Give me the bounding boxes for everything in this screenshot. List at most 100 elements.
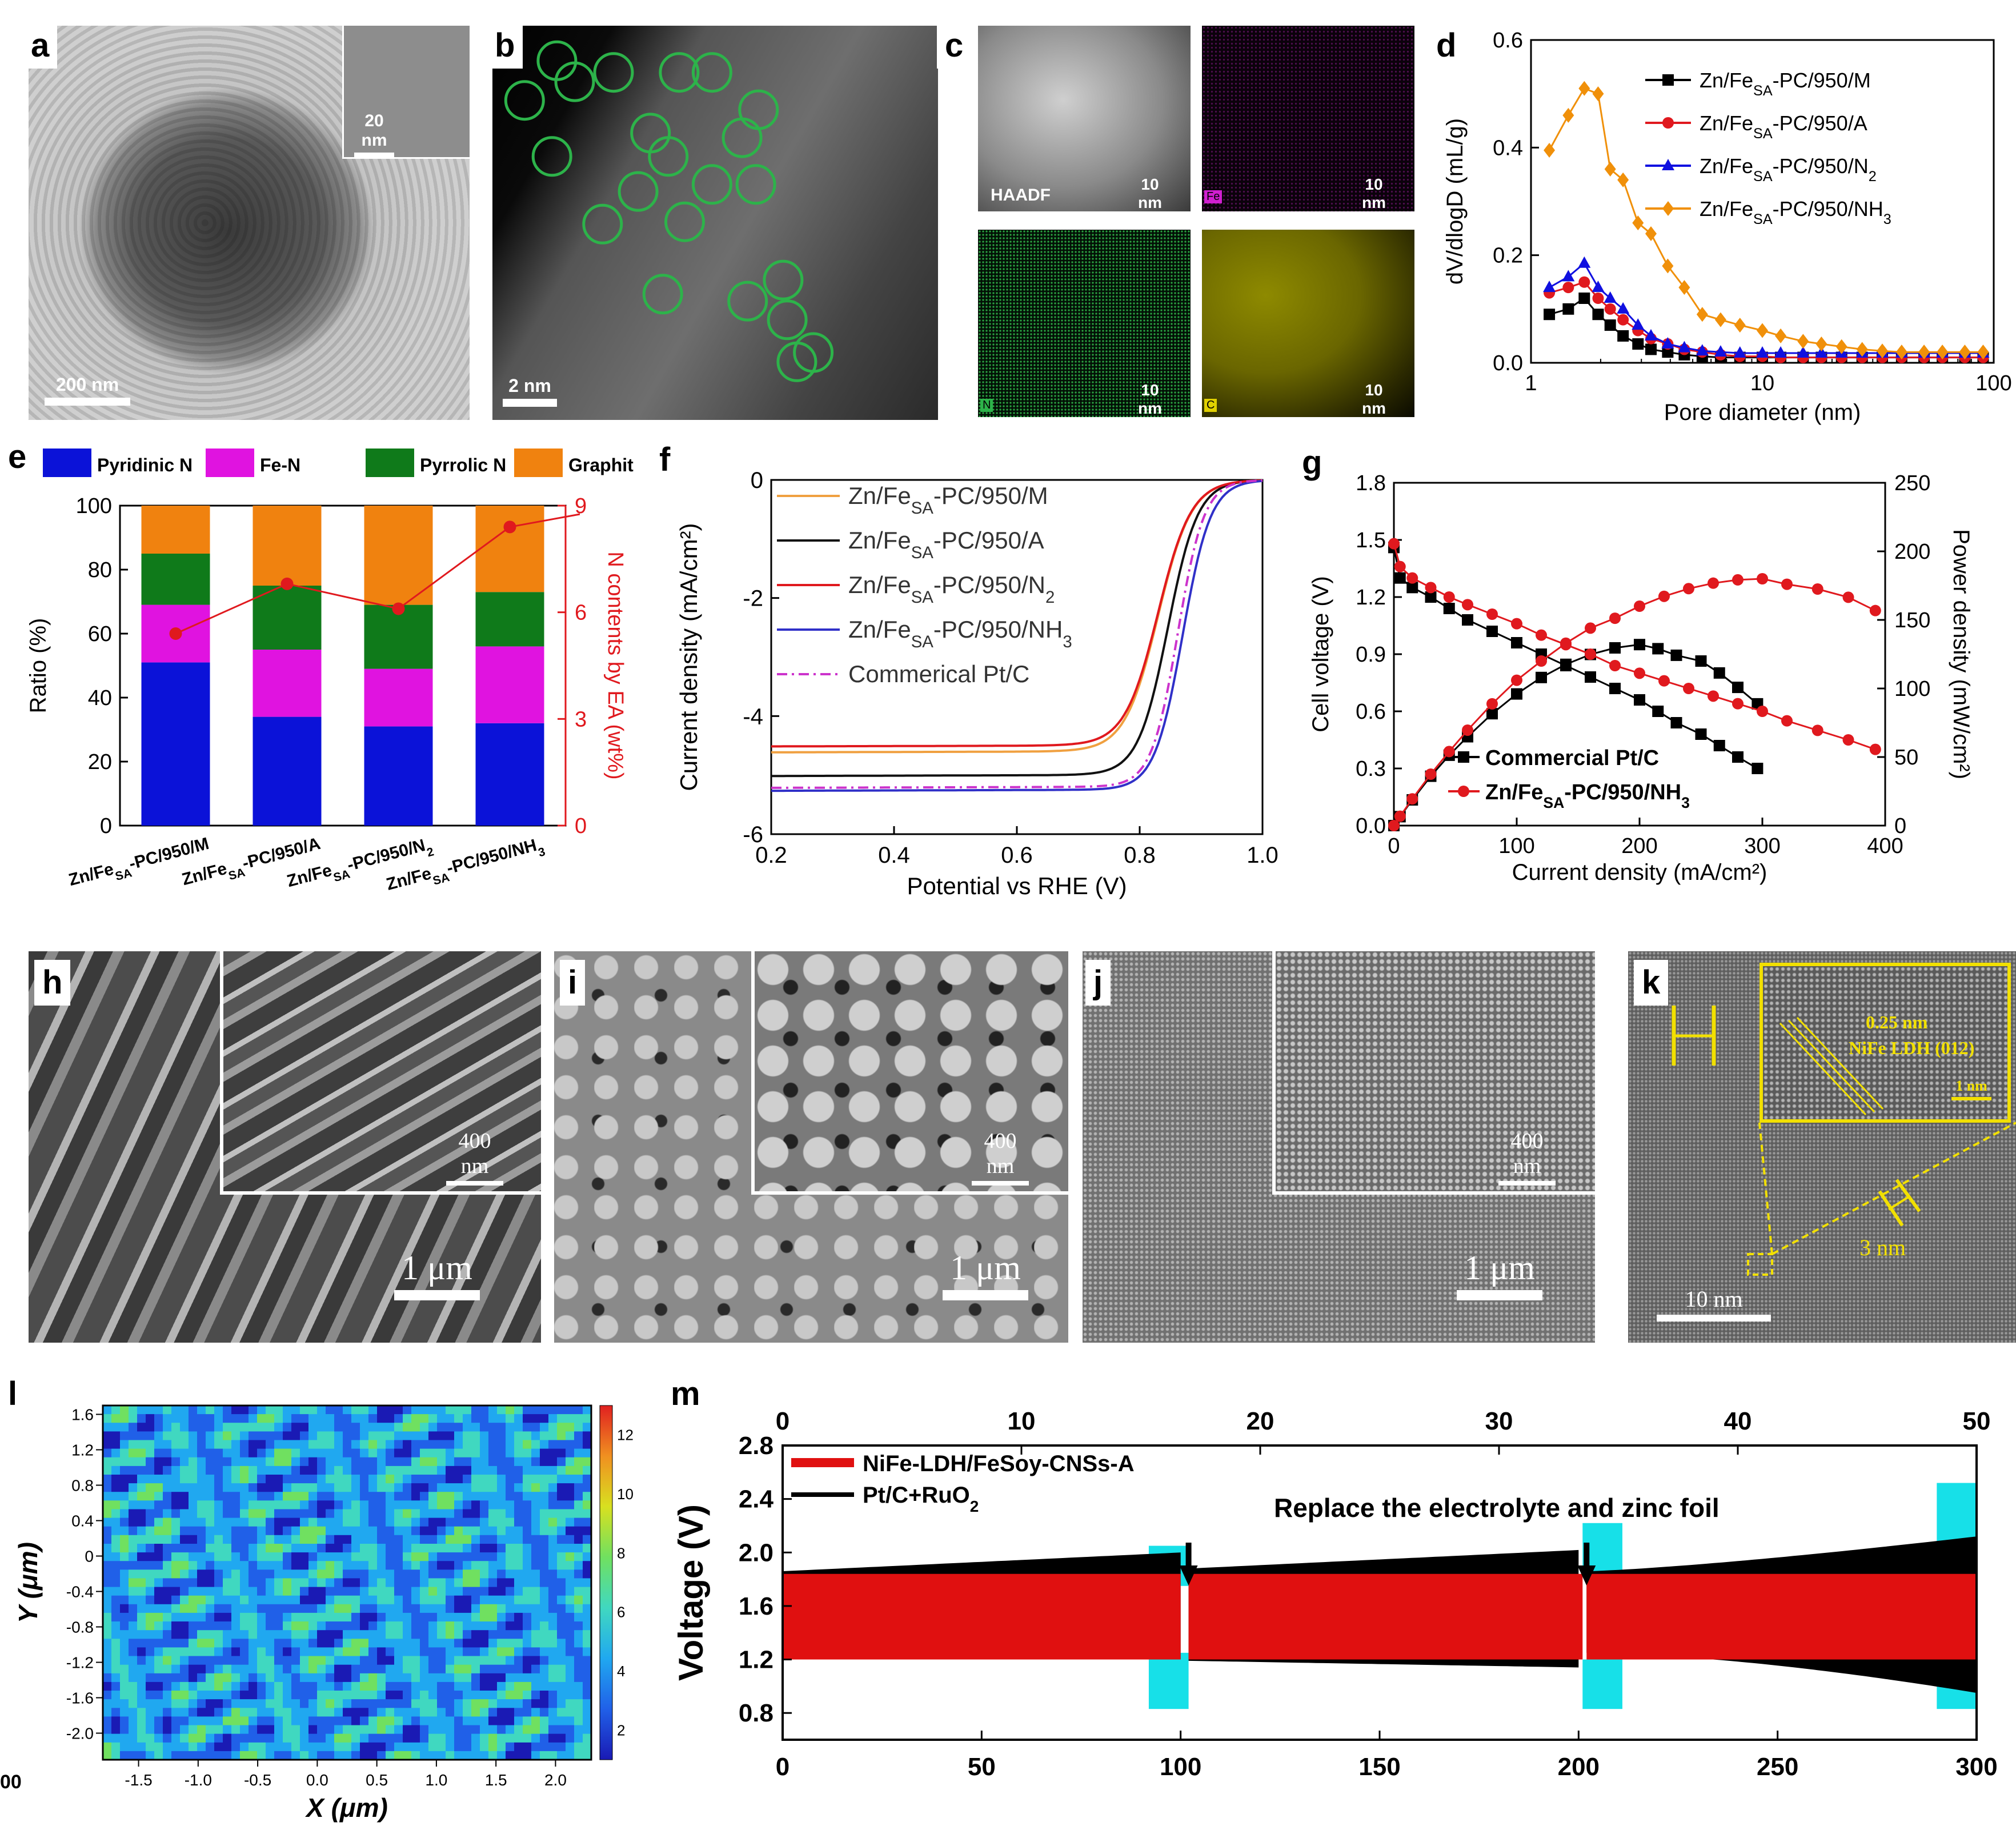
panel-label-c: c bbox=[937, 23, 972, 69]
polarization-curve bbox=[771, 479, 1263, 748]
heatmap-cell bbox=[386, 1465, 395, 1475]
voltage-point bbox=[1585, 671, 1596, 683]
heatmap-cell bbox=[326, 1630, 335, 1639]
heatmap-cell bbox=[480, 1691, 489, 1700]
y2-tick-label: 50 bbox=[1894, 746, 1918, 770]
heatmap-cell bbox=[163, 1681, 172, 1691]
heatmap-cell bbox=[497, 1751, 506, 1760]
y2-tick-label: 250 bbox=[1894, 471, 1930, 495]
heatmap-cell bbox=[343, 1673, 352, 1683]
heatmap-cell bbox=[420, 1681, 429, 1691]
heatmap-cell bbox=[266, 1552, 275, 1561]
heatmap-cell bbox=[274, 1612, 283, 1622]
heatmap-cell bbox=[343, 1431, 352, 1441]
heatmap-cell bbox=[437, 1509, 446, 1519]
heatmap-cell bbox=[540, 1647, 549, 1657]
heatmap-cell bbox=[566, 1457, 575, 1467]
heatmap-cell bbox=[574, 1733, 583, 1743]
heatmap-cell bbox=[523, 1691, 532, 1700]
heatmap-cell bbox=[514, 1699, 523, 1708]
heatmap-cell bbox=[171, 1716, 181, 1726]
heatmap-cell bbox=[137, 1612, 146, 1622]
heatmap-cell bbox=[343, 1708, 352, 1717]
heatmap-cell bbox=[454, 1448, 463, 1458]
heatmap-cell bbox=[231, 1708, 241, 1717]
data-point bbox=[1733, 346, 1746, 358]
heatmap-cell bbox=[420, 1569, 429, 1579]
heatmap-cell bbox=[368, 1414, 378, 1423]
heatmap-cell bbox=[223, 1708, 232, 1717]
heatmap-cell bbox=[231, 1500, 241, 1509]
heatmap-cell bbox=[240, 1751, 249, 1760]
heatmap-cell bbox=[317, 1569, 326, 1579]
data-point bbox=[1678, 280, 1690, 295]
heatmap-cell bbox=[343, 1691, 352, 1700]
heatmap-cell bbox=[463, 1621, 472, 1631]
heatmap-cell bbox=[411, 1612, 420, 1622]
heatmap-cell bbox=[137, 1639, 146, 1648]
heatmap-cell bbox=[411, 1457, 420, 1467]
heatmap-cell bbox=[257, 1612, 266, 1622]
heatmap-cell bbox=[411, 1647, 420, 1657]
heatmap-cell bbox=[411, 1500, 420, 1509]
heatmap-cell bbox=[360, 1561, 369, 1570]
heatmap-cell bbox=[129, 1431, 138, 1441]
heatmap-cell bbox=[120, 1716, 129, 1726]
heatmap-cell bbox=[154, 1699, 163, 1708]
heatmap-cell bbox=[291, 1492, 300, 1501]
heatmap-cell bbox=[540, 1604, 549, 1613]
heatmap-cell bbox=[454, 1595, 463, 1605]
heatmap-cell bbox=[249, 1552, 258, 1561]
heatmap-cell bbox=[257, 1621, 266, 1631]
heatmap-cell bbox=[291, 1517, 300, 1527]
heatmap-cell bbox=[394, 1440, 403, 1449]
x-tick-label: 0 bbox=[1388, 834, 1400, 858]
heatmap-cell bbox=[351, 1544, 360, 1553]
heatmap-cell bbox=[120, 1751, 129, 1760]
heatmap-cell bbox=[274, 1423, 283, 1432]
heatmap-cell bbox=[446, 1492, 455, 1501]
y2-tick-label: 9 bbox=[575, 494, 587, 518]
heatmap-cell bbox=[146, 1656, 155, 1665]
heatmap-cell bbox=[257, 1604, 266, 1613]
voltage-point bbox=[1683, 683, 1694, 694]
heatmap-cell bbox=[334, 1578, 343, 1588]
heatmap-cell bbox=[360, 1405, 369, 1415]
x-tick-label: 100 bbox=[1160, 1753, 1201, 1781]
heatmap-cell bbox=[377, 1475, 386, 1484]
heatmap-cell bbox=[308, 1465, 318, 1475]
heatmap-cell bbox=[291, 1431, 300, 1441]
heatmap-cell bbox=[266, 1544, 275, 1553]
heatmap-cell bbox=[411, 1673, 420, 1683]
heatmap-cell bbox=[214, 1431, 223, 1441]
heatmap-cell bbox=[403, 1517, 412, 1527]
heatmap-cell bbox=[463, 1414, 472, 1423]
heatmap-cell bbox=[437, 1492, 446, 1501]
x-tick-label: 0.8 bbox=[1124, 843, 1156, 868]
heatmap-cell bbox=[437, 1639, 446, 1648]
x-axis-label: X (μm) bbox=[304, 1793, 388, 1823]
heatmap-cell bbox=[240, 1500, 249, 1509]
heatmap-cell bbox=[488, 1552, 498, 1561]
heatmap-cell bbox=[146, 1664, 155, 1674]
heatmap-cell bbox=[266, 1639, 275, 1648]
data-point bbox=[1937, 345, 1949, 360]
heatmap-cell bbox=[420, 1647, 429, 1657]
heatmap-cell bbox=[523, 1561, 532, 1570]
heatmap-cell bbox=[566, 1509, 575, 1519]
data-point bbox=[1617, 302, 1630, 314]
data-point bbox=[1578, 293, 1590, 304]
heatmap-cell bbox=[171, 1681, 181, 1691]
heatmap-cell bbox=[506, 1612, 515, 1622]
heatmap-cell bbox=[146, 1639, 155, 1648]
y-axis-label: Cell voltage (V) bbox=[1308, 576, 1333, 732]
heatmap-cell bbox=[488, 1595, 498, 1605]
heatmap-cell bbox=[231, 1552, 241, 1561]
heatmap-cell bbox=[583, 1612, 592, 1622]
y-axis-label: Current density (mA/cm²) bbox=[675, 523, 702, 791]
heatmap-cell bbox=[420, 1612, 429, 1622]
heatmap-cell bbox=[171, 1535, 181, 1544]
heatmap-cell bbox=[214, 1544, 223, 1553]
heatmap-cell bbox=[411, 1475, 420, 1484]
heatmap-cell bbox=[163, 1483, 172, 1492]
